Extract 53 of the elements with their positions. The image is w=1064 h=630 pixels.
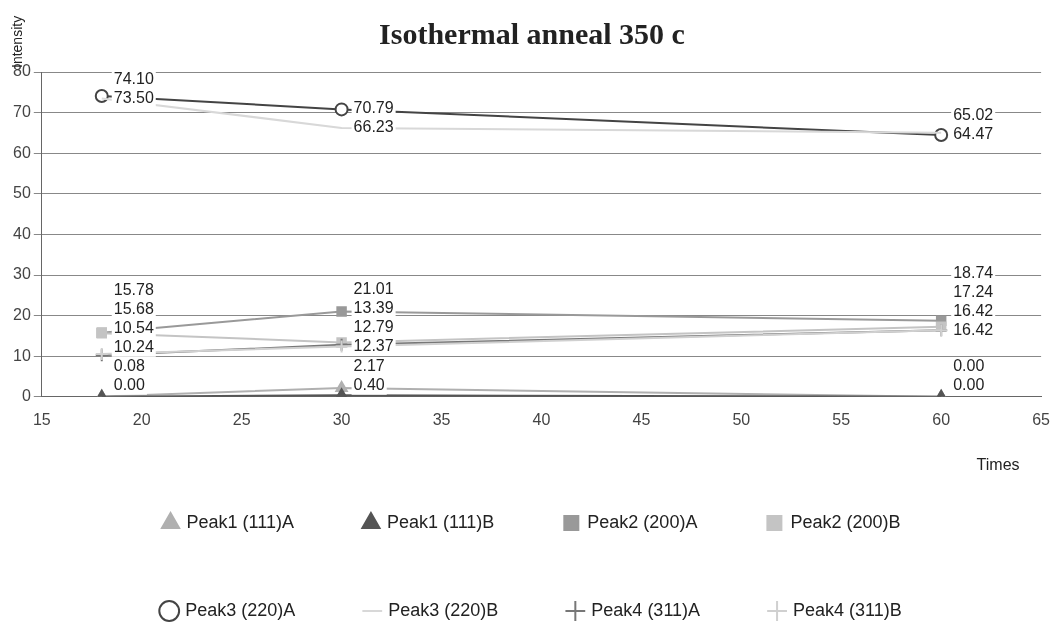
data-label: 74.10 [113,69,154,87]
data-label: 10.54 [113,319,154,337]
x-tick-label: 65 [1032,410,1051,428]
data-label: 21.01 [353,279,394,297]
x-tick-label: 35 [432,410,451,428]
y-tick-label: 50 [13,184,31,202]
data-label: 73.50 [113,88,154,106]
data-label: 18.74 [953,263,994,281]
x-tick-label: 55 [832,410,851,428]
data-label: 65.02 [953,106,994,124]
x-tick-label: 60 [932,410,951,428]
y-tick-label: 10 [13,346,31,364]
data-label: 17.24 [953,282,994,300]
legend-label: Peak2 (200)B [790,511,901,532]
data-label: 0.00 [953,357,985,375]
legend-label: Peak2 (200)A [587,511,698,532]
data-label: 13.39 [353,298,394,316]
y-tick-label: 20 [13,306,31,324]
data-label: 12.79 [353,317,394,335]
data-label: 0.00 [113,376,145,394]
chart-title: Isothermal anneal 350 c [379,16,685,50]
y-tick-label: 70 [13,103,31,121]
y-tick-label: 0 [21,387,31,405]
x-tick-label: 40 [532,410,551,428]
x-tick-label: 50 [732,410,751,428]
legend-label: Peak4 (311)B [793,599,902,620]
data-label: 0.40 [353,376,385,394]
legend-label: Peak3 (220)A [185,599,296,620]
x-tick-label: 25 [232,410,251,428]
x-tick-label: 15 [32,410,51,428]
data-label: 64.47 [953,125,994,143]
data-label: 15.68 [113,300,154,318]
data-label: 70.79 [353,99,394,117]
data-label: 10.24 [113,338,154,356]
x-tick-label: 30 [332,410,351,428]
data-label: 2.17 [353,357,385,375]
data-label: 66.23 [353,118,394,136]
data-label: 16.42 [953,320,994,338]
y-tick-label: 60 [13,143,31,161]
legend-label: Peak1 (111)B [386,511,495,532]
data-label: 0.00 [953,376,985,394]
data-label: 16.42 [953,301,994,319]
y-tick-label: 30 [13,265,31,283]
x-tick-label: 20 [132,410,151,428]
data-label: 15.78 [113,281,154,299]
legend-label: Peak3 (220)B [388,599,499,620]
legend-label: Peak1 (111)A [186,511,294,532]
data-label: 0.08 [113,357,145,375]
y-tick-label: 40 [13,224,31,242]
legend-label: Peak4 (311)A [591,599,701,620]
x-axis-title: Times [976,456,1020,474]
x-tick-label: 45 [632,410,651,428]
data-label: 12.37 [353,336,394,354]
